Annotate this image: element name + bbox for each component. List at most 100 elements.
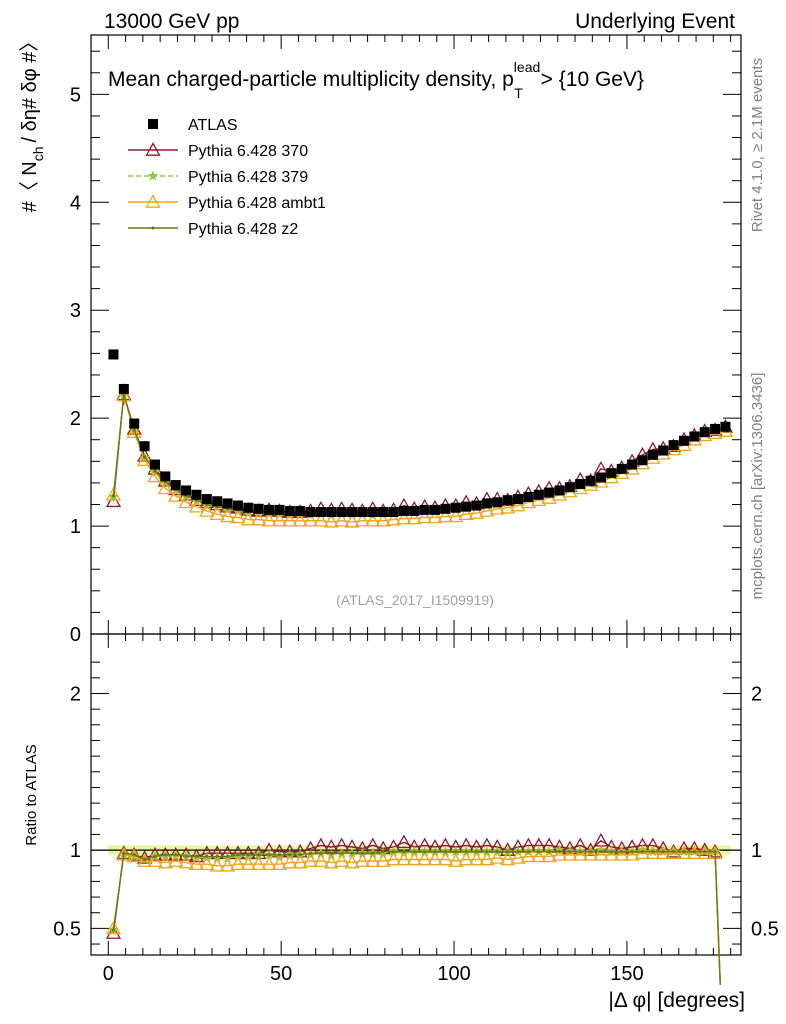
data-point — [419, 504, 430, 515]
data-point — [375, 512, 391, 527]
ratio-point — [458, 851, 474, 866]
ratio-point — [142, 857, 147, 862]
data-point — [595, 472, 606, 483]
x-tick-label: 50 — [270, 963, 292, 985]
legend-label: Pythia 6.428 379 — [188, 169, 308, 186]
data-point — [430, 504, 441, 515]
ratio-point — [147, 846, 163, 861]
data-point — [710, 423, 721, 434]
main-ytick-label: 2 — [70, 408, 81, 430]
data-point — [427, 509, 443, 524]
ratio-point — [178, 854, 194, 869]
ratio-point — [163, 853, 167, 857]
data-point — [398, 505, 409, 516]
data-point — [129, 418, 140, 429]
data-point — [468, 505, 485, 519]
watermark: (ATLAS_2017_I1509919) — [336, 592, 494, 608]
ratio-point — [671, 850, 676, 854]
data-point — [479, 503, 495, 517]
data-point — [378, 507, 389, 518]
data-point — [616, 463, 627, 474]
data-point — [212, 496, 223, 507]
ratio-point — [105, 925, 122, 939]
data-point — [344, 513, 360, 528]
ratio-point — [236, 853, 240, 857]
ratio-point — [423, 850, 427, 854]
data-point — [147, 468, 163, 483]
ratio-point — [381, 850, 385, 854]
ratio-point — [640, 850, 645, 854]
legend-marker — [145, 142, 161, 156]
data-point — [668, 440, 679, 451]
data-point — [292, 512, 308, 527]
x-tick-label: 100 — [437, 963, 470, 985]
x-tick-label: 150 — [610, 963, 643, 985]
data-point — [315, 507, 326, 518]
ratio-point — [302, 853, 319, 867]
ratio-point — [547, 850, 551, 854]
ratio-point — [464, 850, 468, 854]
ratio-point — [246, 853, 250, 857]
data-point — [118, 384, 129, 395]
ratio-point — [479, 851, 495, 866]
ratio-ylabel: Ratio to ATLAS — [23, 744, 40, 845]
data-point — [222, 498, 233, 509]
legend-label: ATLAS — [188, 117, 238, 134]
ratio-point — [474, 850, 479, 854]
ratio-point — [562, 846, 578, 861]
ratio-ytick-label-right: 2 — [751, 684, 762, 706]
ratio-point — [251, 856, 267, 871]
data-point — [720, 421, 731, 432]
data-point — [111, 494, 116, 498]
ratio-point — [665, 845, 682, 860]
ratio-point — [329, 851, 333, 855]
ratio-point — [682, 850, 686, 854]
ratio-point — [624, 846, 640, 861]
ratio-point — [402, 850, 406, 854]
ratio-point — [105, 920, 122, 935]
ratio-point — [412, 850, 416, 854]
ratio-point — [396, 851, 412, 866]
ratio-point — [323, 854, 339, 869]
ratio-point — [506, 850, 510, 854]
data-point — [388, 507, 399, 518]
ratio-ytick-label: 0.5 — [53, 918, 81, 940]
ratio-panel: 0 50 100 150 0.5 0.5 1 1 2 2 Ratio to ATLAS |Δ φ|… — [23, 633, 779, 1012]
data-point — [544, 487, 555, 498]
ratio-point — [713, 850, 717, 854]
data-point — [178, 494, 194, 509]
data-point — [354, 512, 371, 527]
data-point — [417, 509, 433, 524]
legend-entry: Pythia 6.428 ambt1 — [128, 194, 326, 212]
data-point — [458, 506, 474, 521]
ratio-point — [551, 846, 568, 861]
data-point — [471, 500, 482, 511]
ratio-point — [417, 851, 433, 866]
data-point — [160, 471, 171, 482]
ratio-point — [495, 850, 499, 854]
ratio-point — [371, 851, 375, 855]
data-point — [437, 508, 453, 523]
data-point — [637, 455, 648, 466]
ratio-point — [365, 853, 381, 867]
data-point — [489, 500, 505, 515]
ratio-series-pythia-6-428-z2 — [111, 850, 721, 986]
data-point — [512, 494, 523, 505]
legend-entry: Pythia 6.428 z2 — [128, 221, 298, 238]
data-point — [157, 480, 173, 495]
data-point — [450, 502, 461, 513]
ratio-point — [225, 854, 230, 858]
legend-marker — [148, 119, 158, 129]
data-point — [284, 505, 295, 516]
ratio-point — [174, 853, 178, 857]
ratio-point — [433, 850, 437, 854]
ratio-point — [630, 850, 634, 854]
ratio-line — [112, 852, 721, 986]
data-point — [367, 507, 378, 518]
header-left: 13000 GeV pp — [104, 10, 239, 33]
ratio-point — [526, 850, 530, 854]
ratio-point — [122, 851, 126, 855]
data-point — [575, 478, 586, 489]
chart-title-sup: lead — [514, 59, 540, 75]
main-ylabel-part2: / δη# δφ #〉 — [19, 32, 41, 143]
